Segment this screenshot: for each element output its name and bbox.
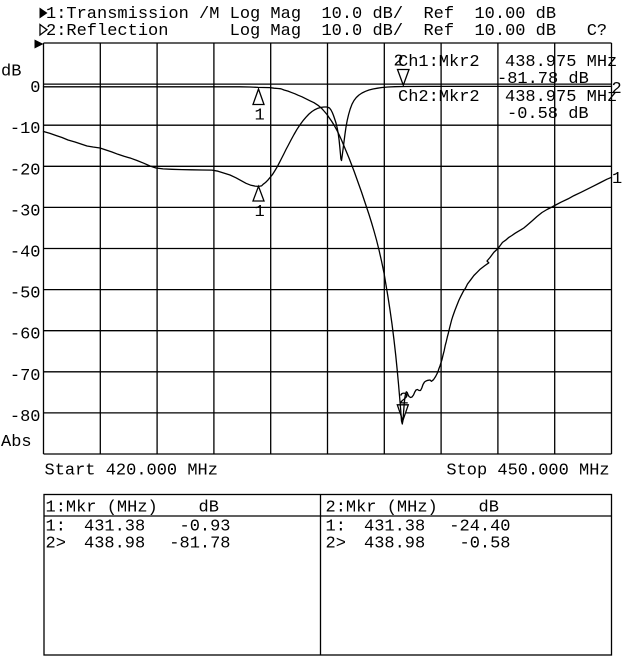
svg-text:431.38: 431.38	[84, 518, 145, 537]
svg-text:-0.58: -0.58	[460, 535, 511, 554]
svg-text:1: 1	[612, 170, 622, 189]
svg-text:438.975 MHz: 438.975 MHz	[505, 53, 617, 72]
svg-text:1:: 1:	[46, 518, 66, 537]
svg-text:Ch1:Mkr2: Ch1:Mkr2	[398, 53, 480, 72]
svg-text:-0.58 dB: -0.58 dB	[507, 105, 589, 124]
svg-text:0: 0	[30, 79, 40, 98]
svg-text:Start 420.000 MHz: Start 420.000 MHz	[45, 462, 218, 481]
svg-text:Abs: Abs	[1, 433, 32, 452]
svg-text:2>: 2>	[326, 535, 346, 554]
svg-text:438.975 MHz: 438.975 MHz	[505, 88, 617, 107]
svg-text:2>: 2>	[46, 535, 66, 554]
svg-text:2: 2	[399, 391, 409, 410]
svg-text:-81.78 dB: -81.78 dB	[497, 70, 589, 89]
svg-text:-10: -10	[10, 120, 41, 139]
svg-text:1:: 1:	[326, 518, 346, 537]
svg-text:Ch2:Mkr2: Ch2:Mkr2	[398, 88, 480, 107]
svg-text:-40: -40	[10, 244, 41, 263]
svg-text:-70: -70	[10, 367, 41, 386]
svg-text:-80: -80	[10, 408, 41, 427]
svg-text:1:Transmission /M Log Mag 10.: 1:Transmission /M Log Mag 10.0 dB/ Ref 1…	[46, 5, 556, 24]
svg-text:-50: -50	[10, 285, 41, 304]
svg-text:1: 1	[255, 203, 265, 222]
svg-text:1: 1	[255, 107, 265, 126]
svg-text:431.38: 431.38	[364, 518, 425, 537]
svg-text:-81.78: -81.78	[169, 535, 230, 554]
svg-text:Stop 450.000 MHz: Stop 450.000 MHz	[446, 462, 609, 481]
svg-text:-24.40: -24.40	[449, 518, 510, 537]
svg-text:2:Reflection Log Mag 10.: 2:Reflection Log Mag 10.0 dB/ Ref 10.00 …	[46, 22, 607, 41]
svg-text:438.98: 438.98	[84, 535, 145, 554]
svg-text:dB: dB	[1, 63, 21, 82]
svg-text:2:Mkr (MHz) dB: 2:Mkr (MHz) dB	[326, 499, 499, 518]
svg-text:-0.93: -0.93	[180, 518, 231, 537]
svg-text:-60: -60	[10, 326, 41, 345]
svg-text:1:Mkr (MHz) dB: 1:Mkr (MHz) dB	[46, 499, 219, 518]
svg-text:-30: -30	[10, 202, 41, 221]
svg-text:2: 2	[394, 53, 404, 72]
svg-text:2: 2	[612, 80, 622, 99]
svg-text:-20: -20	[10, 161, 41, 180]
svg-text:438.98: 438.98	[364, 535, 425, 554]
